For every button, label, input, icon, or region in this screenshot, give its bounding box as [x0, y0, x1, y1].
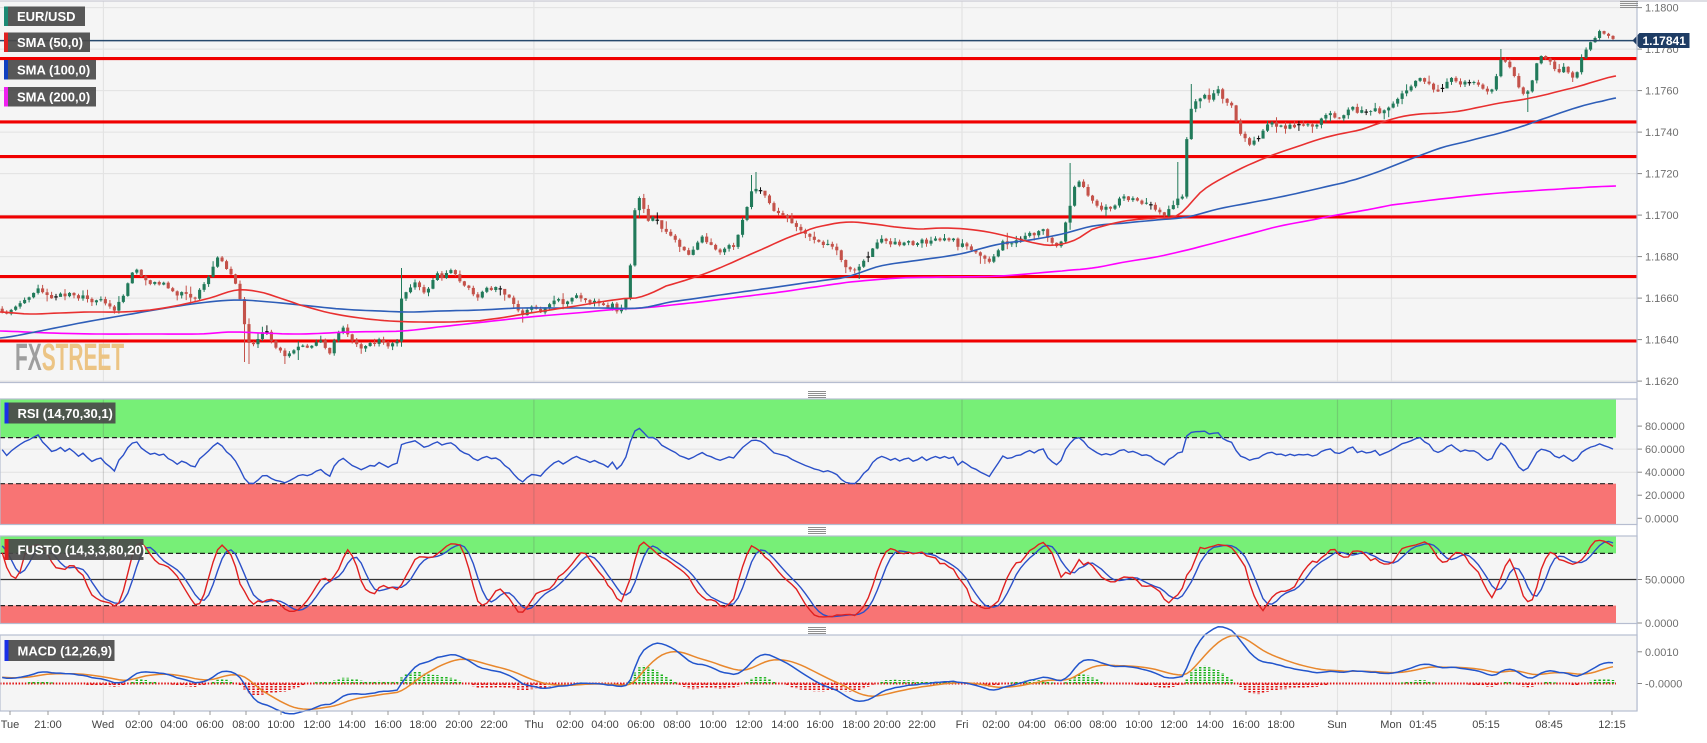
svg-text:12:00: 12:00 — [1160, 719, 1188, 731]
svg-text:Wed: Wed — [92, 719, 114, 731]
svg-text:Thu: Thu — [525, 719, 544, 731]
svg-text:12:00: 12:00 — [303, 719, 331, 731]
svg-text:EUR/USD: EUR/USD — [17, 9, 76, 24]
svg-text:0.0000: 0.0000 — [1645, 513, 1679, 525]
svg-text:16:00: 16:00 — [374, 719, 402, 731]
svg-text:1.1740: 1.1740 — [1645, 127, 1679, 139]
svg-text:50.0000: 50.0000 — [1645, 575, 1685, 587]
svg-text:FXSTREET: FXSTREET — [15, 337, 124, 379]
svg-text:SMA (50,0): SMA (50,0) — [17, 35, 83, 50]
svg-text:1.1680: 1.1680 — [1645, 252, 1679, 264]
svg-text:12:00: 12:00 — [735, 719, 763, 731]
svg-text:SMA (100,0): SMA (100,0) — [17, 63, 90, 78]
svg-text:RSI (14,70,30,1): RSI (14,70,30,1) — [18, 406, 113, 421]
svg-text:08:45: 08:45 — [1535, 719, 1563, 731]
svg-text:01:45: 01:45 — [1409, 719, 1437, 731]
svg-text:02:00: 02:00 — [982, 719, 1010, 731]
svg-text:0.0010: 0.0010 — [1645, 647, 1679, 659]
svg-text:04:00: 04:00 — [1018, 719, 1046, 731]
svg-text:1.1620: 1.1620 — [1645, 376, 1679, 388]
svg-text:06:00: 06:00 — [1054, 719, 1082, 731]
svg-text:1.1800: 1.1800 — [1645, 3, 1679, 15]
svg-text:06:00: 06:00 — [627, 719, 655, 731]
svg-text:1.1640: 1.1640 — [1645, 335, 1679, 347]
svg-text:1.17841: 1.17841 — [1643, 34, 1687, 48]
svg-text:60.0000: 60.0000 — [1645, 444, 1685, 456]
svg-text:08:00: 08:00 — [1089, 719, 1117, 731]
svg-text:14:00: 14:00 — [771, 719, 799, 731]
svg-text:Tue: Tue — [1, 719, 20, 731]
svg-text:40.0000: 40.0000 — [1645, 467, 1685, 479]
svg-text:10:00: 10:00 — [1125, 719, 1153, 731]
svg-text:08:00: 08:00 — [232, 719, 260, 731]
svg-text:22:00: 22:00 — [908, 719, 936, 731]
svg-text:1.1660: 1.1660 — [1645, 293, 1679, 305]
svg-text:16:00: 16:00 — [1232, 719, 1260, 731]
svg-text:80.0000: 80.0000 — [1645, 421, 1685, 433]
svg-text:20.0000: 20.0000 — [1645, 490, 1685, 502]
svg-text:20:00: 20:00 — [445, 719, 473, 731]
svg-text:-0.0000: -0.0000 — [1645, 679, 1682, 691]
svg-text:08:00: 08:00 — [663, 719, 691, 731]
svg-text:1.1760: 1.1760 — [1645, 86, 1679, 98]
svg-text:MACD (12,26,9): MACD (12,26,9) — [18, 643, 113, 658]
svg-text:18:00: 18:00 — [842, 719, 870, 731]
svg-text:Mon: Mon — [1380, 719, 1401, 731]
svg-text:10:00: 10:00 — [699, 719, 727, 731]
svg-text:1.1720: 1.1720 — [1645, 169, 1679, 181]
svg-text:0.0000: 0.0000 — [1645, 618, 1679, 630]
svg-text:1.1700: 1.1700 — [1645, 210, 1679, 222]
svg-text:22:00: 22:00 — [480, 719, 508, 731]
svg-text:06:00: 06:00 — [196, 719, 224, 731]
svg-text:14:00: 14:00 — [338, 719, 366, 731]
svg-text:02:00: 02:00 — [556, 719, 584, 731]
svg-text:20:00: 20:00 — [873, 719, 901, 731]
svg-text:18:00: 18:00 — [409, 719, 437, 731]
svg-text:04:00: 04:00 — [160, 719, 188, 731]
svg-text:18:00: 18:00 — [1267, 719, 1295, 731]
svg-text:10:00: 10:00 — [267, 719, 295, 731]
svg-text:02:00: 02:00 — [125, 719, 153, 731]
svg-text:12:15: 12:15 — [1598, 719, 1626, 731]
svg-text:FUSTO (14,3,3,80,20): FUSTO (14,3,3,80,20) — [18, 542, 146, 557]
svg-text:Fri: Fri — [956, 719, 969, 731]
svg-text:04:00: 04:00 — [591, 719, 619, 731]
svg-text:SMA (200,0): SMA (200,0) — [17, 90, 90, 105]
svg-text:21:00: 21:00 — [34, 719, 62, 731]
svg-text:16:00: 16:00 — [806, 719, 834, 731]
svg-text:05:15: 05:15 — [1472, 719, 1500, 731]
svg-text:Sun: Sun — [1327, 719, 1347, 731]
svg-text:14:00: 14:00 — [1196, 719, 1224, 731]
